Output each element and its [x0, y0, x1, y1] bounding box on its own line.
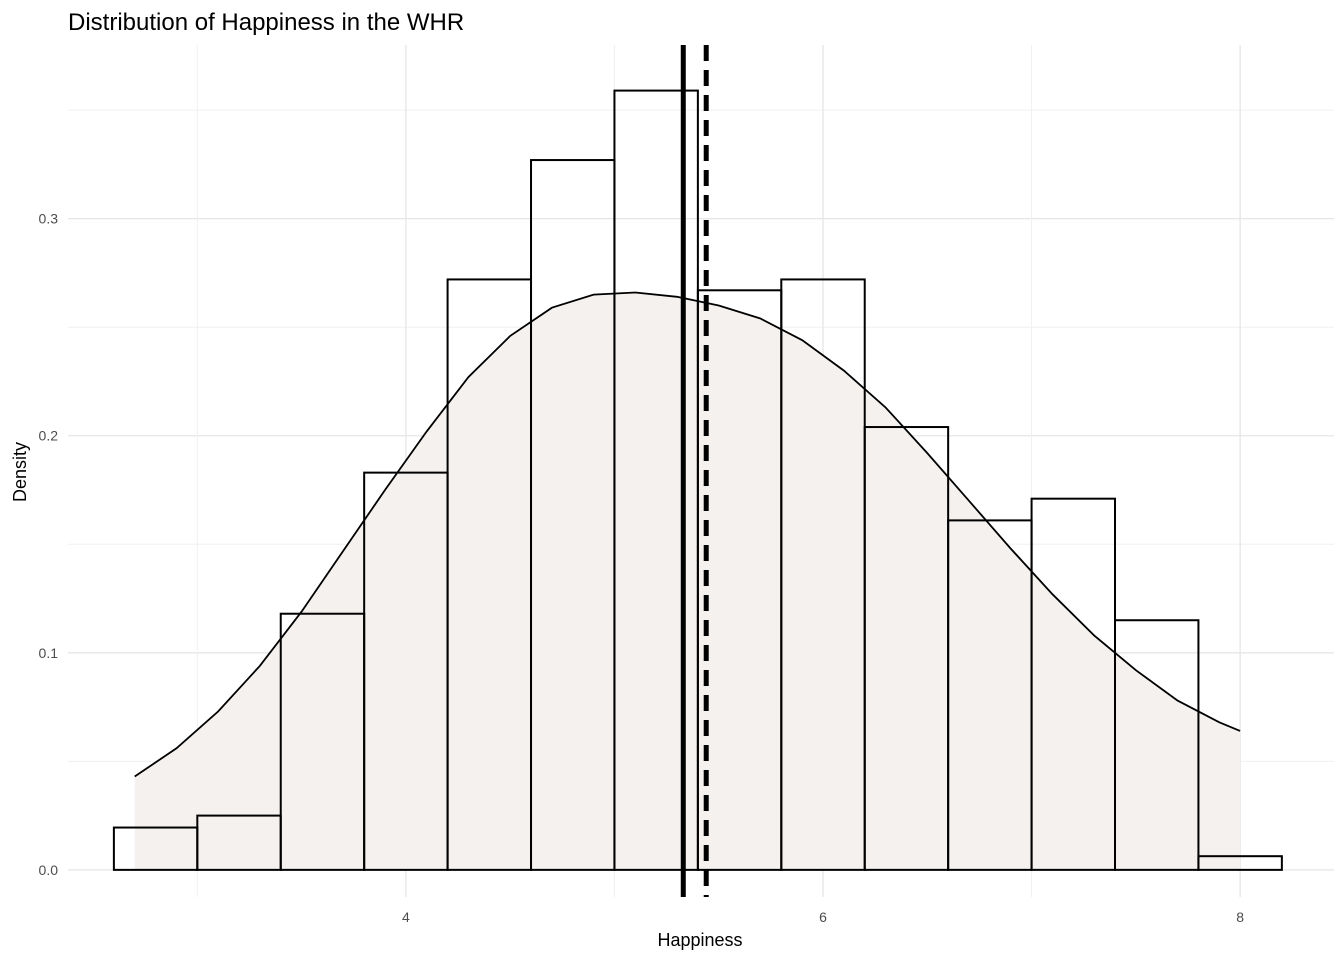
y-tick-label: 0.3 — [39, 211, 59, 227]
reference-lines — [680, 45, 709, 897]
histogram-bar — [1197, 855, 1283, 871]
y-axis-title: Density — [10, 442, 30, 502]
x-axis-title: Happiness — [657, 930, 742, 950]
density-area — [134, 292, 1241, 870]
y-tick-label: 0.2 — [39, 428, 59, 444]
histogram-bars — [112, 89, 1283, 871]
axis-tick-labels: 4 6 8 0.0 0.1 0.2 0.3 — [39, 211, 1245, 925]
x-tick-label: 8 — [1236, 909, 1244, 925]
y-tick-label: 0.1 — [39, 645, 59, 661]
density-curve-layer — [134, 291, 1241, 778]
x-tick-label: 6 — [819, 909, 827, 925]
x-tick-label: 4 — [402, 909, 410, 925]
chart-title: Distribution of Happiness in the WHR — [68, 9, 464, 36]
y-tick-label: 0.0 — [39, 862, 59, 878]
histogram-bar — [1114, 619, 1200, 871]
density-area-layer — [134, 292, 1241, 870]
density-curve — [134, 291, 1241, 778]
